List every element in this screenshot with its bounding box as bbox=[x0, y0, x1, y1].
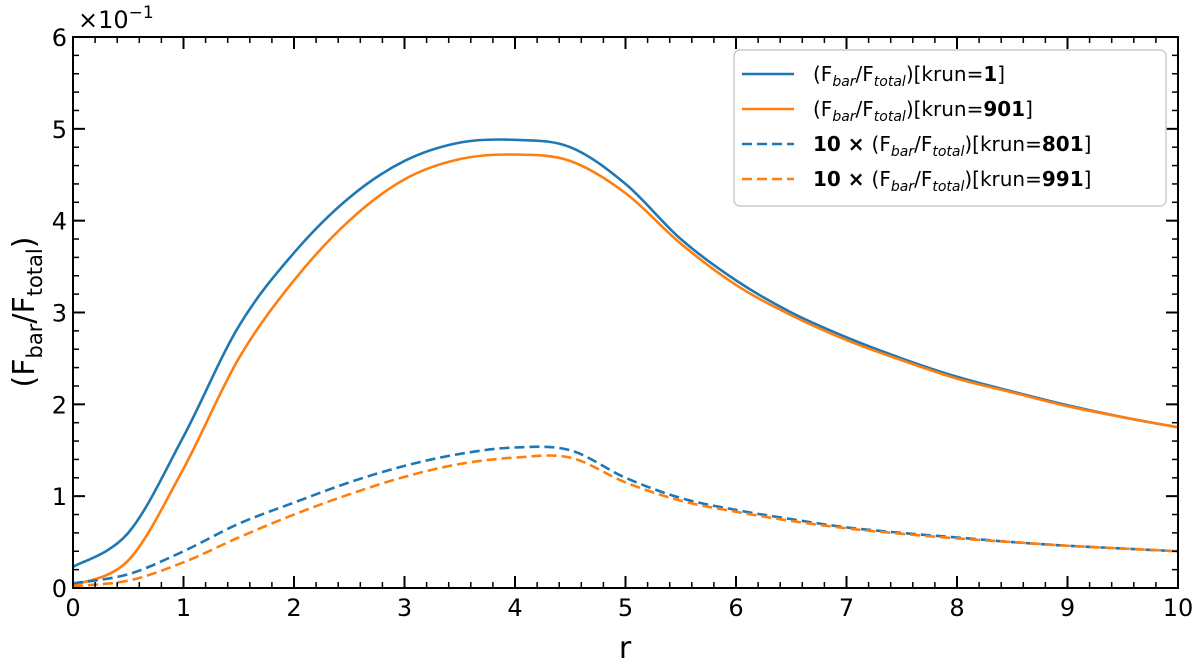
legend-item-krun-901: (Fbar/Ftotal)[krun=901] bbox=[742, 97, 1033, 125]
y-tick-label: 3 bbox=[52, 300, 67, 328]
y-tick-label: 2 bbox=[52, 391, 67, 419]
legend-item-krun-801: 10 × (Fbar/Ftotal)[krun=801] bbox=[742, 132, 1091, 160]
x-tick-label: 3 bbox=[397, 594, 412, 622]
x-tick-label: 2 bbox=[286, 594, 301, 622]
x-tick-label: 6 bbox=[728, 594, 743, 622]
legend-item-krun-1: (Fbar/Ftotal)[krun=1] bbox=[742, 62, 1005, 90]
plot-lines bbox=[72, 138, 1179, 588]
y-multiplier: ×10−1 bbox=[78, 3, 154, 34]
x-axis-label: r bbox=[619, 631, 632, 665]
x-tick-labels: 0 1 2 3 4 5 6 7 8 9 10 bbox=[65, 594, 1193, 622]
svg-text:10 × (Fbar/Ftotal)[krun=801]: 10 × (Fbar/Ftotal)[krun=801] bbox=[813, 132, 1091, 160]
series-line-krun-1 bbox=[72, 138, 1179, 569]
y-tick-label: 5 bbox=[52, 116, 67, 144]
x-tick-label: 9 bbox=[1060, 594, 1075, 622]
y-tick-label: 6 bbox=[52, 24, 67, 52]
y-tick-labels: 0 1 2 3 4 5 6 bbox=[52, 24, 67, 603]
legend-item-krun-991: 10 × (Fbar/Ftotal)[krun=991] bbox=[742, 167, 1091, 195]
series-line-krun-901 bbox=[72, 153, 1179, 587]
y-axis-label: (Fbar/Ftotal) bbox=[7, 237, 47, 388]
y-tick-label: 0 bbox=[52, 575, 67, 603]
series-line-krun-991 bbox=[72, 454, 1179, 588]
axis-ticks bbox=[72, 36, 1179, 589]
x-tick-label: 0 bbox=[65, 594, 80, 622]
x-tick-label: 5 bbox=[618, 594, 633, 622]
x-tick-label: 7 bbox=[839, 594, 854, 622]
x-tick-label: 10 bbox=[1163, 594, 1194, 622]
x-tick-label: 8 bbox=[949, 594, 964, 622]
series-line-krun-801 bbox=[72, 445, 1179, 585]
y-tick-label: 4 bbox=[52, 208, 67, 236]
legend: (Fbar/Ftotal)[krun=1] (Fbar/Ftotal)[krun=… bbox=[733, 49, 1167, 207]
x-tick-label: 1 bbox=[176, 594, 191, 622]
svg-text:(Fbar/Ftotal)[krun=1]: (Fbar/Ftotal)[krun=1] bbox=[813, 62, 1005, 90]
svg-text:10 × (Fbar/Ftotal)[krun=991]: 10 × (Fbar/Ftotal)[krun=991] bbox=[813, 167, 1091, 195]
y-tick-label: 1 bbox=[52, 483, 67, 511]
x-tick-label: 4 bbox=[507, 594, 522, 622]
svg-text:(Fbar/Ftotal)[krun=901]: (Fbar/Ftotal)[krun=901] bbox=[813, 97, 1033, 125]
